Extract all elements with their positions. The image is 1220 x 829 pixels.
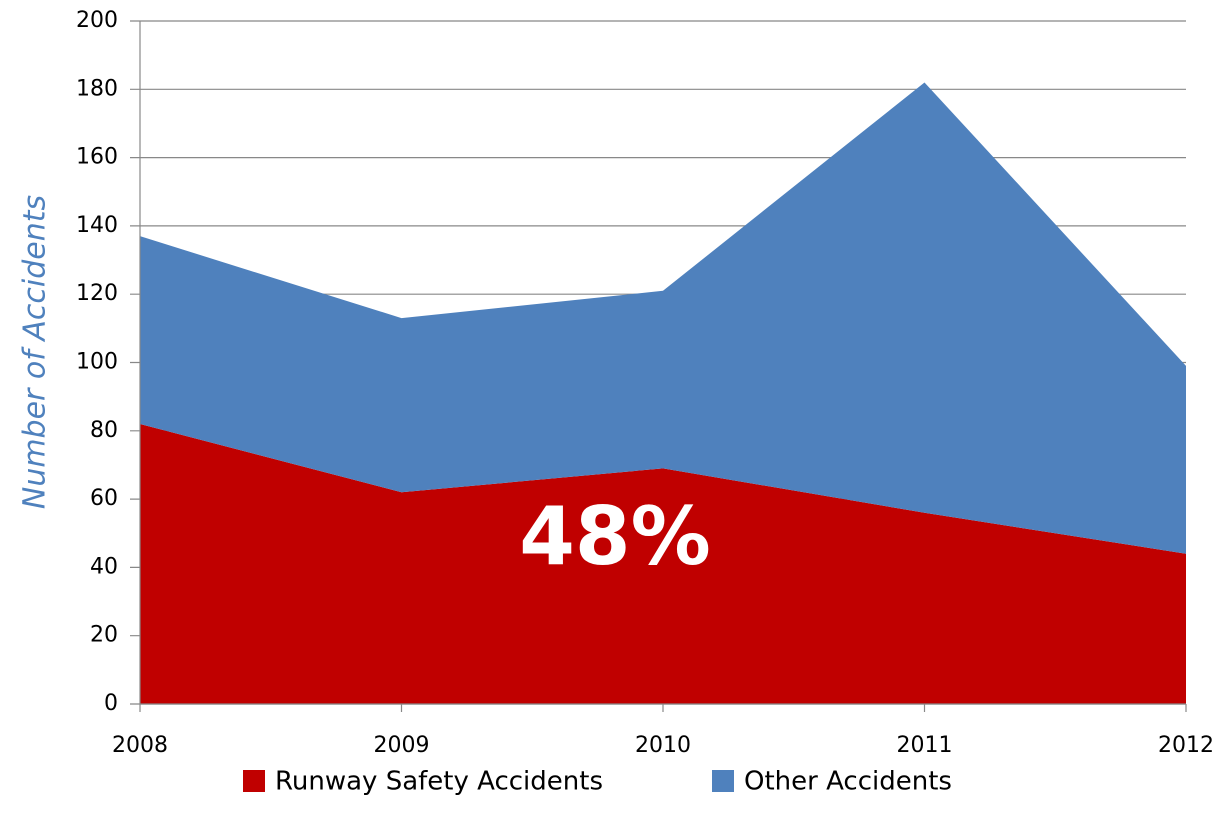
y-tick-label: 160 bbox=[76, 145, 118, 170]
y-tick-label: 120 bbox=[76, 281, 118, 306]
y-tick-label: 60 bbox=[90, 486, 118, 511]
legend-swatch bbox=[712, 770, 734, 792]
legend-label: Other Accidents bbox=[744, 767, 952, 797]
area bbox=[140, 423, 1186, 704]
legend-label: Runway Safety Accidents bbox=[275, 767, 603, 797]
y-tick-label: 40 bbox=[90, 554, 118, 579]
y-tick-label: 20 bbox=[90, 623, 118, 648]
y-axis-label: Number of Accidents bbox=[18, 195, 53, 509]
legend-swatch bbox=[243, 770, 265, 792]
y-tick-label: 200 bbox=[76, 8, 118, 33]
x-tick-label: 2011 bbox=[897, 733, 953, 758]
annotation: 48% bbox=[519, 490, 710, 583]
y-tick-label: 80 bbox=[90, 418, 118, 443]
area bbox=[140, 82, 1186, 554]
y-tick-label: 100 bbox=[76, 350, 118, 375]
x-tick-label: 2008 bbox=[112, 733, 168, 758]
x-tick-label: 2010 bbox=[635, 733, 691, 758]
x-tick-label: 2012 bbox=[1158, 733, 1214, 758]
y-tick-label: 180 bbox=[76, 76, 118, 101]
x-tick-label: 2009 bbox=[374, 733, 430, 758]
y-tick-label: 0 bbox=[104, 691, 118, 716]
y-tick-label: 140 bbox=[76, 213, 118, 238]
